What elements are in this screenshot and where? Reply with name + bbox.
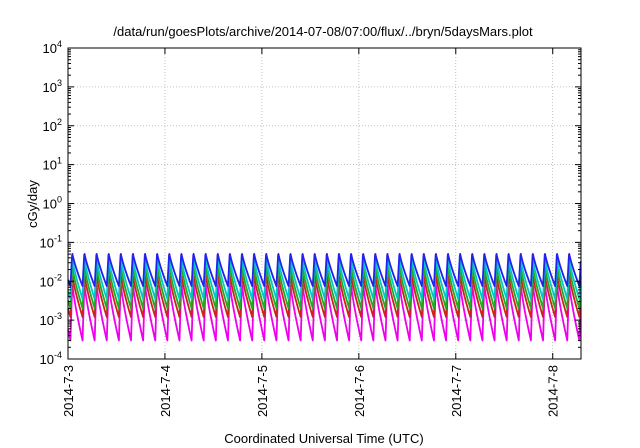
y-tick-label: 100 [43,195,62,212]
x-tick-label: 2014-7-3 [61,365,76,417]
x-tick-label: 2014-7-5 [255,365,270,417]
y-tick-label: 101 [43,156,62,173]
x-tick-label: 2014-7-6 [352,365,367,417]
y-axis: 10-4 10-3 10-2 10-1 100 101 102 103 104 [40,39,581,367]
y-tick-label: 102 [43,117,62,134]
x-tick-label: 2014-7-4 [158,365,173,417]
grid-lines [68,48,581,359]
chart-title: /data/run/goesPlots/archive/2014-07-08/0… [113,24,533,39]
y-tick-label: 103 [43,78,62,95]
y-axis-label: cGy/day [25,180,40,228]
x-tick-label: 2014-7-7 [449,365,464,417]
y-tick-label: 10-3 [40,311,62,328]
series-group [67,253,582,342]
series-line [67,253,582,288]
x-axis-label: Coordinated Universal Time (UTC) [224,431,423,446]
x-tick-label: 2014-7-8 [546,365,561,417]
x-axis: 2014-7-3 2014-7-4 2014-7-5 2014-7-6 2014-7-7… [61,48,561,417]
y-tick-label: 10-4 [40,350,62,367]
y-tick-label: 104 [43,39,62,56]
y-tick-label: 10-2 [40,272,62,289]
y-tick-label: 10-1 [40,233,62,250]
